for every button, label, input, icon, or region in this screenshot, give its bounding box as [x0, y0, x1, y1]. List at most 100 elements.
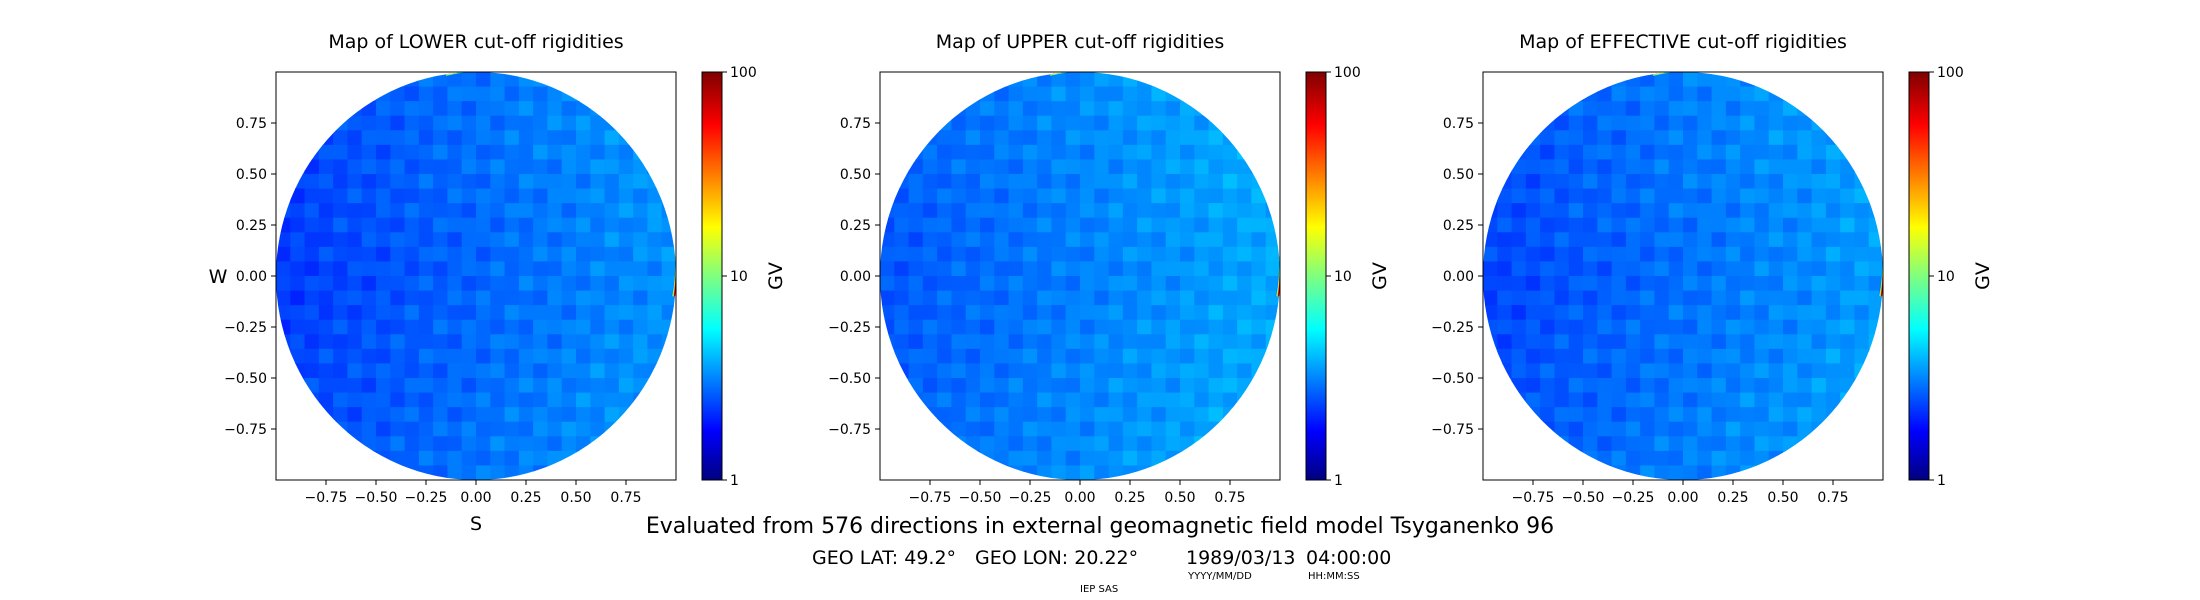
heatmap-cell — [1525, 246, 1541, 263]
heatmap-cell — [880, 407, 895, 423]
heatmap-cell — [533, 188, 549, 204]
heatmap-cell — [1554, 261, 1570, 277]
heatmap-cell — [1122, 232, 1138, 248]
heatmap-cell — [965, 465, 981, 480]
heatmap-cell — [1137, 421, 1153, 437]
heatmap-cell — [618, 421, 634, 437]
heatmap-cell — [1868, 101, 1883, 117]
heatmap-cell — [1094, 188, 1110, 204]
heatmap-cell — [404, 378, 420, 394]
heatmap-cell — [1065, 305, 1081, 321]
heatmap-cell — [994, 130, 1010, 146]
heatmap-cell — [951, 421, 967, 437]
heatmap-cell — [561, 305, 577, 321]
heatmap-cell — [1525, 115, 1541, 131]
heatmap-cell — [590, 465, 606, 480]
heatmap-cell — [1208, 101, 1224, 117]
heatmap-cell — [1568, 378, 1584, 394]
heatmap-cell — [504, 319, 520, 335]
heatmap-cell — [1237, 348, 1253, 365]
heatmap-cell — [290, 159, 306, 175]
heatmap-cell — [922, 334, 938, 350]
heatmap-cell — [1768, 203, 1784, 219]
heatmap-cell — [476, 378, 491, 394]
heatmap-cell — [1065, 188, 1081, 204]
heatmap-cell — [994, 290, 1010, 306]
heatmap-cell — [476, 159, 491, 175]
heatmap-cell — [1540, 115, 1556, 131]
heatmap-cell — [1194, 72, 1210, 88]
heatmap-cell — [347, 334, 363, 350]
heatmap-cell — [1094, 363, 1110, 379]
heatmap-cell — [1108, 348, 1124, 365]
heatmap-cell — [1022, 363, 1038, 379]
heatmap-cell — [1037, 217, 1053, 233]
y-tick-label: −0.25 — [1431, 320, 1474, 336]
heatmap-cell — [1108, 450, 1124, 467]
heatmap-cell — [1180, 188, 1195, 204]
heatmap-cell — [965, 188, 981, 204]
heatmap-cell — [533, 72, 549, 88]
heatmap-cell — [1194, 101, 1210, 117]
heatmap-cell — [1768, 232, 1784, 248]
heatmap-cell — [604, 334, 620, 350]
heatmap-cell — [1151, 450, 1167, 467]
heatmap-cell — [1783, 334, 1798, 350]
heatmap-cell — [1854, 276, 1870, 292]
heatmap-cell — [361, 115, 377, 131]
heatmap-cell — [661, 188, 676, 204]
heatmap-cell — [290, 421, 306, 437]
heatmap-cell — [880, 232, 895, 248]
heatmap-cell — [1051, 450, 1067, 467]
heatmap-cell — [376, 115, 391, 131]
heatmap-cell — [980, 436, 995, 452]
heatmap-cell — [1825, 130, 1841, 146]
heatmap-cell — [447, 130, 463, 146]
heatmap-cell — [1540, 348, 1556, 365]
heatmap-cell — [1497, 319, 1513, 335]
heatmap-cell — [347, 261, 363, 277]
heatmap-cell — [1825, 203, 1841, 219]
heatmap-cell — [476, 203, 491, 219]
heatmap-cell — [333, 188, 349, 204]
heatmap-cell — [1854, 246, 1870, 263]
heatmap-cell — [647, 261, 663, 277]
heatmap-cell — [461, 144, 477, 161]
heatmap-cell — [518, 421, 534, 437]
heatmap-cell — [1511, 86, 1527, 102]
heatmap-cell — [1208, 392, 1224, 408]
geo-lat: GEO LAT: 49.2° — [812, 547, 957, 569]
heatmap-cell — [894, 436, 910, 452]
heatmap-cell — [1754, 290, 1770, 306]
heatmap-cell — [590, 305, 606, 321]
heatmap-cell — [1640, 407, 1656, 423]
heatmap-cell — [1165, 276, 1181, 292]
heatmap-cell — [418, 319, 434, 335]
heatmap-cell — [618, 188, 634, 204]
heatmap-cell — [1022, 144, 1038, 161]
heatmap-cell — [1583, 276, 1598, 292]
heatmap-cell — [1180, 421, 1195, 437]
heatmap-cell — [965, 217, 981, 233]
heatmap-cell — [1868, 363, 1883, 379]
heatmap-cell — [504, 436, 520, 452]
heatmap-cell — [1237, 217, 1253, 233]
heatmap-cell — [433, 159, 449, 175]
heatmap-cell — [518, 144, 534, 161]
heatmap-cell — [518, 276, 534, 292]
heatmap-cell — [1597, 305, 1613, 321]
heatmap-cell — [980, 217, 995, 233]
heatmap-cell — [951, 130, 967, 146]
heatmap-cell — [604, 465, 620, 480]
heatmap-cell — [1051, 159, 1067, 175]
heatmap-cell — [1008, 319, 1024, 335]
heatmap-cell — [1854, 217, 1870, 233]
heatmap-cell — [908, 348, 924, 365]
heatmap-cell — [318, 290, 334, 306]
heatmap-cell — [647, 101, 663, 117]
heatmap-cell — [1668, 450, 1684, 467]
heatmap-cell — [1768, 363, 1784, 379]
heatmap-cell — [1022, 392, 1038, 408]
heatmap-cell — [290, 188, 306, 204]
heatmap-cell — [1640, 290, 1656, 306]
